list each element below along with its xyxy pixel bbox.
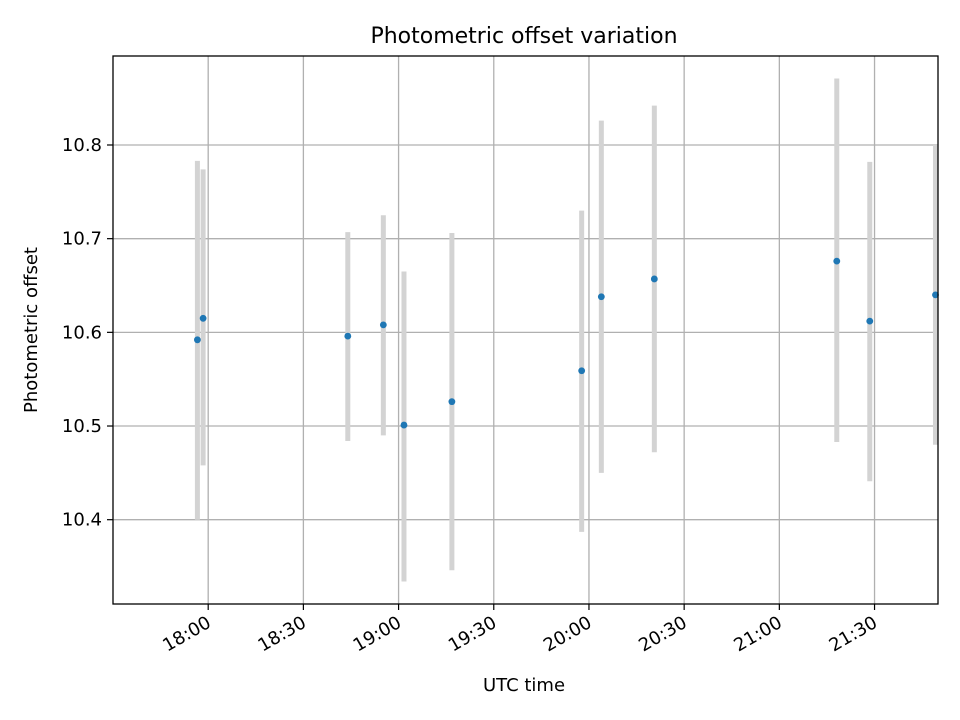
data-point — [344, 332, 352, 340]
y-tick-label: 10.4 — [62, 510, 102, 531]
x-axis-label: UTC time — [483, 675, 565, 696]
data-point — [379, 321, 387, 329]
plot-frame — [112, 55, 939, 605]
x-tick-label: 21:00 — [730, 612, 785, 656]
x-tick-label: 21:30 — [826, 612, 881, 656]
x-tick-label: 18:00 — [159, 612, 214, 656]
y-tick-label: 10.7 — [62, 229, 102, 250]
data-point — [578, 367, 586, 375]
y-axis-label: Photometric offset — [21, 247, 42, 413]
y-axis-ticks: 10.4 10.5 10.6 10.7 10.8 — [62, 135, 113, 531]
data-point — [932, 291, 939, 299]
data-point — [650, 275, 658, 283]
data-point — [194, 336, 201, 344]
data-point — [448, 398, 456, 406]
grid — [113, 56, 938, 604]
data-point — [199, 314, 207, 322]
chart-title: Photometric offset variation — [370, 24, 677, 49]
x-tick-label: 18:30 — [254, 612, 309, 656]
y-tick-label: 10.5 — [62, 416, 102, 437]
data-points — [194, 257, 939, 429]
y-tick-label: 10.8 — [62, 135, 102, 156]
error-bars — [194, 78, 938, 582]
data-point — [866, 317, 874, 325]
x-tick-label: 20:00 — [540, 612, 595, 656]
data-point — [597, 293, 605, 301]
data-point — [833, 257, 841, 265]
x-tick-label: 19:30 — [445, 612, 500, 656]
x-tick-label: 19:00 — [350, 612, 405, 656]
x-axis-ticks: 18:00 18:30 19:00 19:30 20:00 20:30 21:00 21:30 — [159, 604, 881, 656]
y-tick-label: 10.6 — [62, 322, 102, 343]
x-tick-label: 20:30 — [635, 612, 690, 656]
data-point — [400, 421, 408, 429]
